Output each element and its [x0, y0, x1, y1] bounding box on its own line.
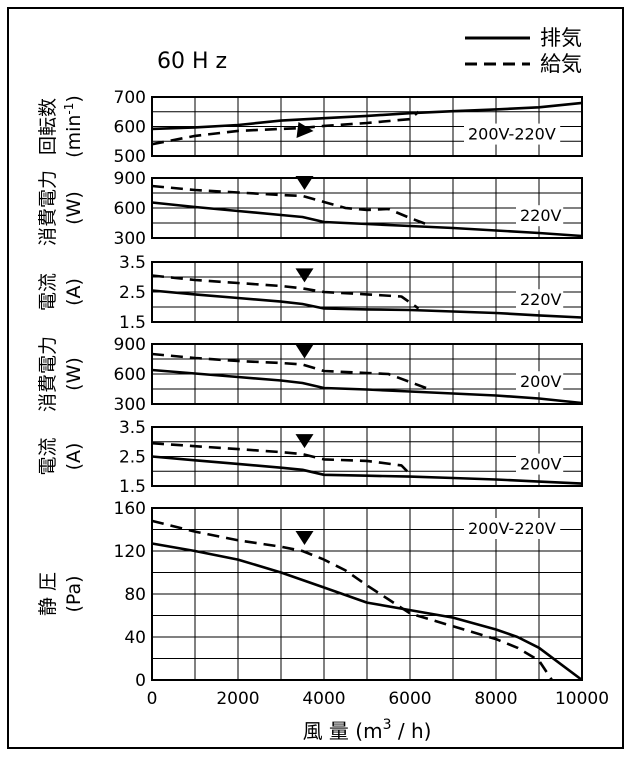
y-axis-unit: (min-1): [62, 95, 85, 158]
condition-bg: [464, 123, 561, 145]
x-tick-label: 10000: [555, 689, 609, 709]
series-line-supply: [151, 110, 420, 146]
y-tick-label: 2.5: [119, 448, 146, 468]
condition-bg: [516, 289, 564, 311]
y-tick-label: 0: [135, 671, 146, 691]
y-tick-label: 40: [124, 628, 146, 648]
panel-frame: [151, 96, 583, 157]
x-axis-label: 風 量 (m3 / h): [303, 717, 432, 743]
series-line-supply: [151, 519, 553, 681]
panel-frame: [151, 177, 583, 239]
panel-frame: [151, 343, 583, 405]
panel-frame: [151, 507, 583, 681]
y-axis-label: 消費電力: [37, 336, 59, 412]
condition-label: 200V: [520, 372, 562, 391]
condition-bg: [516, 371, 564, 393]
condition-label: 200V-220V: [468, 519, 556, 538]
operating-point-marker: [295, 434, 314, 449]
y-axis-label: 消費電力: [37, 170, 59, 246]
y-axis-unit: (W): [63, 191, 85, 225]
y-axis-unit: (W): [63, 357, 85, 391]
y-axis-unit: (A): [63, 443, 85, 471]
operating-point-marker: [295, 268, 314, 283]
y-tick-label: 300: [114, 229, 146, 249]
series-line-exhaust: [151, 368, 583, 405]
panel-power200: 300 600 900 200V 消費電力 (W): [37, 335, 583, 415]
panel-frame: [151, 261, 583, 323]
x-tick-label: 2000: [216, 689, 259, 709]
y-tick-label: 120: [114, 542, 146, 562]
x-tick-label: 0: [147, 689, 158, 709]
series-line-exhaust: [151, 289, 583, 319]
panel-current220: 1.5 2.5 3.5 220V 電流 (A): [37, 253, 583, 333]
y-axis-label: 静 圧: [37, 572, 59, 616]
series-line-supply: [151, 441, 411, 476]
y-tick-label: 900: [114, 335, 146, 355]
y-tick-label: 1.5: [119, 477, 146, 497]
y-tick-label: 3.5: [119, 418, 146, 438]
y-axis-unit: (A): [63, 278, 85, 306]
y-axis-unit: (Pa): [63, 575, 85, 612]
condition-label: 220V: [520, 206, 562, 225]
y-tick-label: 1.5: [119, 313, 146, 333]
legend-label: 給気: [540, 52, 582, 76]
y-tick-label: 700: [114, 88, 146, 108]
outer-frame: [7, 7, 624, 749]
y-axis-label: 回転数: [37, 98, 59, 155]
y-tick-label: 600: [114, 199, 146, 219]
condition-bg: [516, 205, 564, 227]
condition-bg: [516, 453, 564, 475]
operating-point-marker: [295, 344, 314, 359]
y-tick-label: 500: [114, 147, 146, 167]
operating-point-marker: [295, 531, 314, 545]
y-tick-label: 160: [114, 499, 146, 519]
y-axis-label: 電流: [37, 437, 59, 475]
series-line-exhaust: [151, 455, 583, 485]
y-tick-label: 300: [114, 395, 146, 415]
legend-label: 排気: [540, 26, 582, 50]
series-line-supply: [151, 274, 420, 310]
panel-rpm: 500 600 700 200V-220V 回転数 (min-1): [37, 88, 583, 167]
series-line-exhaust: [151, 101, 583, 131]
y-tick-label: 600: [114, 118, 146, 138]
operating-point-marker: [295, 176, 314, 190]
x-tick-label: 8000: [474, 689, 517, 709]
panel-static: 0 40 80 120 160 200V-220V 静 圧 (Pa): [37, 499, 583, 691]
y-tick-label: 3.5: [119, 253, 146, 273]
operating-point-marker: [296, 121, 314, 138]
y-tick-label: 900: [114, 169, 146, 189]
y-tick-label: 80: [124, 585, 146, 605]
series-line-exhaust: [151, 542, 583, 682]
panel-current200: 1.5 2.5 3.5 200V 電流 (A): [37, 418, 583, 497]
frequency-label: 60 H z: [157, 49, 227, 74]
condition-label: 220V: [520, 290, 562, 309]
panel-power220: 300 600 900 220V 消費電力 (W): [37, 169, 583, 249]
series-line-supply: [151, 184, 432, 228]
series-line-exhaust: [151, 201, 583, 238]
condition-bg: [464, 518, 561, 539]
y-axis-label: 電流: [37, 273, 59, 311]
y-tick-label: 600: [114, 365, 146, 385]
condition-label: 200V: [520, 455, 562, 474]
x-tick-label: 4000: [302, 689, 345, 709]
condition-label: 200V-220V: [468, 125, 556, 144]
series-line-supply: [151, 352, 432, 392]
x-tick-label: 6000: [388, 689, 431, 709]
y-tick-label: 2.5: [119, 283, 146, 303]
